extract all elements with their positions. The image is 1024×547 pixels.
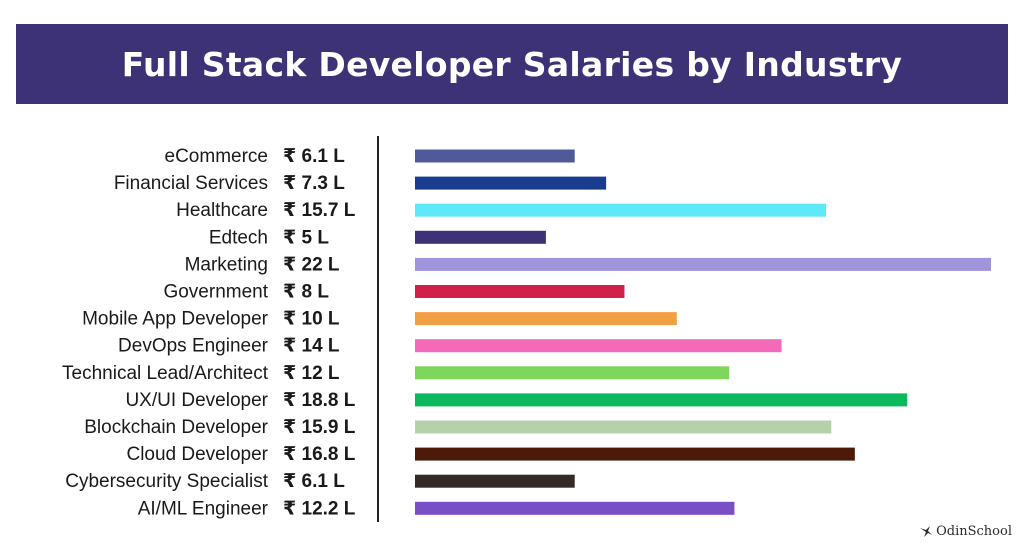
bar (415, 366, 730, 380)
category-label: Government (163, 282, 268, 303)
brand-name: OdinSchool (936, 524, 1012, 539)
value-label: ₹ 6.1 L (283, 471, 345, 492)
value-label: ₹ 18.8 L (283, 390, 356, 411)
value-label: ₹ 5 L (283, 227, 329, 248)
category-label: Financial Services (114, 173, 268, 194)
bar (415, 447, 855, 461)
category-label: eCommerce (165, 146, 268, 167)
category-label: Edtech (209, 227, 268, 248)
value-label: ₹ 7.3 L (283, 173, 345, 194)
bar (415, 149, 575, 163)
category-label: DevOps Engineer (118, 336, 269, 357)
bar (415, 339, 782, 353)
value-label: ₹ 14 L (283, 336, 340, 357)
category-label: Mobile App Developer (82, 309, 269, 330)
value-label: ₹ 22 L (283, 254, 340, 275)
value-label: ₹ 10 L (283, 309, 340, 330)
value-label: ₹ 6.1 L (283, 146, 345, 167)
title-banner: Full Stack Developer Salaries by Industr… (16, 24, 1008, 104)
bar (415, 285, 625, 298)
bar (415, 203, 827, 217)
bar (415, 474, 575, 488)
bar (415, 312, 677, 326)
value-label: ₹ 12.2 L (283, 498, 356, 519)
value-label: ₹ 12 L (283, 363, 340, 384)
category-label: Technical Lead/Architect (62, 363, 269, 384)
category-label: Blockchain Developer (84, 417, 268, 438)
bar (415, 393, 908, 407)
value-label: ₹ 16.8 L (283, 444, 356, 465)
category-label: Cybersecurity Specialist (65, 471, 268, 492)
chart-rows: eCommerce ₹ 6.1 L Financial Services ₹ 7.3 … (62, 146, 991, 519)
bar (415, 230, 546, 244)
brand-logo: OdinSchool (919, 524, 1012, 539)
value-label: ₹ 15.9 L (283, 417, 356, 438)
category-label: UX/UI Developer (125, 390, 268, 411)
chart-title: Full Stack Developer Salaries by Industr… (121, 44, 903, 84)
category-label: AI/ML Engineer (138, 498, 269, 519)
bar (415, 420, 832, 434)
value-label: ₹ 8 L (283, 282, 329, 303)
category-label: Cloud Developer (126, 444, 268, 465)
bar (415, 501, 735, 515)
value-label: ₹ 15.7 L (283, 200, 356, 221)
category-label: Marketing (185, 254, 268, 275)
bird-logo-icon (920, 525, 933, 537)
bar (415, 176, 607, 190)
bar (415, 257, 991, 271)
category-label: Healthcare (176, 200, 268, 221)
